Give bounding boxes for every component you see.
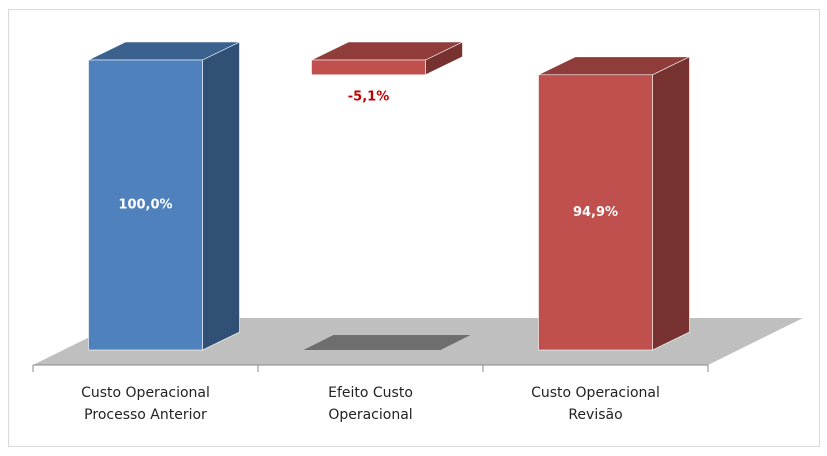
data-label: 100,0% (118, 198, 172, 213)
bar (311, 59, 426, 76)
bar-side (202, 41, 240, 351)
bar-side (652, 56, 690, 351)
x-tick-label: Custo Operacional Revisão (531, 385, 660, 423)
bar-shadow (303, 335, 471, 350)
x-tick-label: Efeito Custo Operacional (328, 385, 413, 423)
data-label: 94,9% (573, 205, 618, 220)
x-tick-label: Custo Operacional Processo Anterior (81, 385, 210, 423)
bar (538, 74, 653, 351)
data-label: -5,1% (348, 89, 389, 104)
bar (88, 59, 203, 351)
